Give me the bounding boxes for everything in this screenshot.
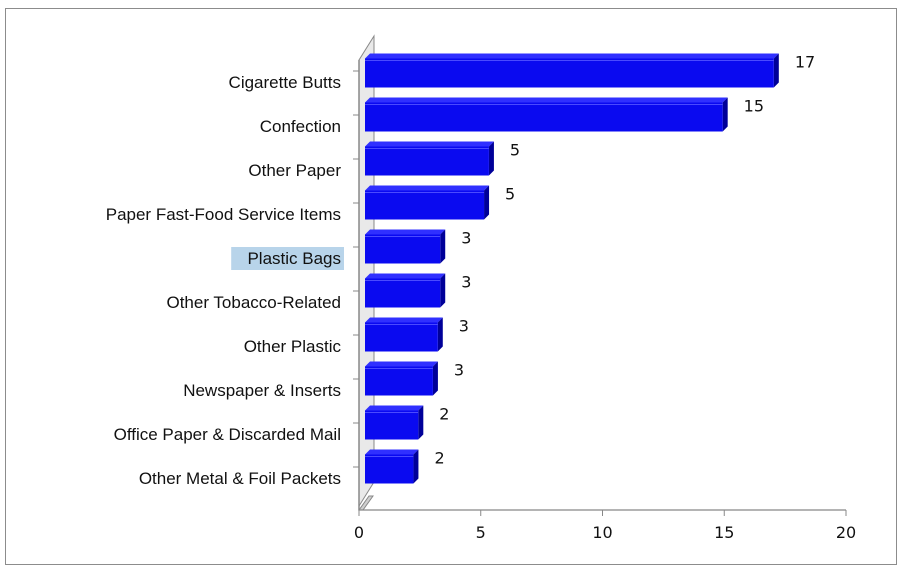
category-label: Confection (260, 117, 341, 136)
category-label: Other Paper (248, 161, 341, 180)
bar-top-face (365, 141, 494, 147)
data-label: 5 (510, 141, 520, 160)
bar-side-face (773, 53, 779, 88)
bar-top-face (365, 405, 424, 411)
bar (365, 58, 774, 88)
category-label: Other Tobacco-Related (166, 293, 341, 312)
bar-top-face (365, 229, 446, 235)
data-label: 15 (744, 97, 764, 116)
label-layer: 0 5 10 15 20 17 Cigarette Butts 15 Confection 5 Ot… (106, 53, 856, 543)
bar-side-face (418, 405, 424, 440)
category-label: Paper Fast-Food Service Items (106, 205, 341, 224)
category-label: Cigarette Butts (229, 73, 341, 92)
bar-top-face (365, 97, 728, 103)
category-label: Other Plastic (244, 337, 342, 356)
bar (365, 454, 414, 484)
category-label: Other Metal & Foil Packets (139, 469, 341, 488)
data-label: 3 (459, 317, 469, 336)
bar-side-face (488, 141, 494, 176)
bar-side-face (440, 273, 446, 308)
bar-top-face (365, 317, 443, 323)
category-label: Office Paper & Discarded Mail (114, 425, 341, 444)
bar-side-face (722, 97, 728, 132)
category-label: Plastic Bags (247, 249, 341, 268)
x-tick-label: 10 (592, 523, 612, 542)
highlight-layer (231, 247, 344, 270)
data-label: 3 (461, 273, 471, 292)
bar (365, 190, 485, 220)
x-tick-label: 0 (354, 523, 364, 542)
bar (365, 234, 441, 264)
bar-side-face (437, 317, 443, 352)
bar-side-face (413, 449, 419, 484)
data-label: 3 (461, 229, 471, 248)
bar (365, 102, 723, 132)
data-label: 17 (795, 53, 815, 72)
bar-top-face (365, 53, 779, 59)
bar-top-face (365, 361, 438, 367)
data-label: 2 (434, 449, 444, 468)
category-highlight (231, 247, 344, 270)
bar (365, 366, 433, 396)
category-label: Newspaper & Inserts (183, 381, 341, 400)
bar-top-face (365, 185, 490, 191)
bar-top-face (365, 273, 446, 279)
x-tick-label: 5 (476, 523, 486, 542)
bar (365, 278, 441, 308)
bar (365, 322, 438, 352)
bar-side-face (440, 229, 446, 264)
bar-layer (365, 53, 779, 484)
data-label: 5 (505, 185, 515, 204)
data-label: 2 (439, 405, 449, 424)
x-tick-label: 15 (714, 523, 734, 542)
data-label: 3 (454, 361, 464, 380)
bar (365, 146, 489, 176)
bar-side-face (432, 361, 438, 396)
bar-side-face (484, 185, 490, 220)
x-tick-label: 20 (836, 523, 856, 542)
bar-top-face (365, 449, 419, 455)
bar (365, 410, 419, 440)
